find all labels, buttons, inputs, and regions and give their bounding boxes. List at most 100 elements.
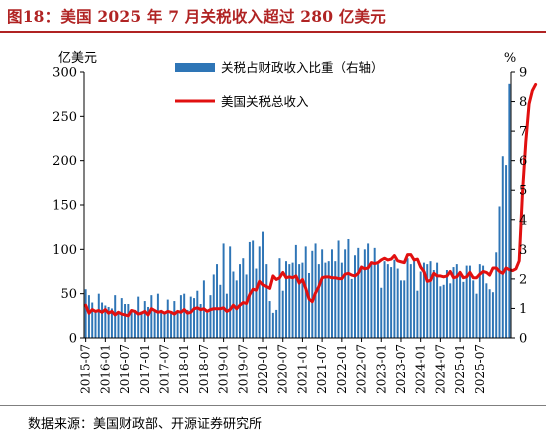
right-axis-unit: %: [504, 51, 516, 66]
bar-111: [449, 283, 452, 338]
bar-60: [281, 290, 284, 338]
bar-59: [278, 258, 281, 338]
bar-49: [245, 274, 248, 338]
bar-7: [107, 306, 110, 338]
bar-32: [189, 296, 192, 338]
bar-116: [465, 265, 468, 338]
bar-17: [140, 311, 143, 338]
x-tick-label: 2015-07: [79, 344, 93, 394]
right-tick-label: 3: [519, 243, 527, 258]
left-axis-unit: 亿美元: [58, 51, 97, 66]
x-tick-label: 2021-01: [295, 344, 309, 394]
bar-9: [114, 295, 117, 338]
bar-26: [170, 312, 173, 338]
bar-123: [488, 289, 491, 338]
bar-128: [505, 165, 508, 338]
right-tick-label: 7: [519, 125, 527, 140]
bar-57: [271, 312, 274, 338]
bar-23: [160, 309, 163, 338]
bar-71: [317, 264, 320, 338]
bar-114: [459, 272, 462, 338]
bar-47: [239, 264, 241, 338]
bar-13: [127, 304, 130, 338]
x-tick-label: 2024-01: [414, 344, 428, 394]
bar-113: [455, 264, 458, 338]
right-tick-label: 6: [519, 154, 527, 169]
bar-99: [409, 264, 412, 338]
title-rule: [0, 31, 546, 33]
x-tick-label: 2024-07: [433, 344, 447, 394]
x-tick-label: 2019-07: [236, 344, 250, 394]
x-tick-label: 2017-07: [157, 344, 171, 394]
bar-37: [206, 312, 209, 338]
bar-29: [179, 295, 182, 338]
bar-64: [294, 244, 297, 338]
right-tick-label: 9: [519, 66, 527, 81]
x-tick-label: 2023-07: [394, 344, 408, 394]
bar-68: [308, 272, 310, 338]
left-tick-label: 300: [52, 66, 77, 81]
x-axis-ticks: 2015-07 2016-01 2016-07 2017-01 2017-07 2018-…: [79, 338, 487, 394]
source-rule: [0, 405, 546, 406]
bar-109: [442, 284, 445, 338]
bar-66: [301, 262, 304, 338]
left-tick-label: 250: [52, 110, 77, 125]
bar-33: [193, 298, 196, 338]
x-tick-label: 2016-01: [98, 344, 112, 394]
bar-79: [344, 249, 347, 338]
bar-52: [255, 268, 258, 338]
bar-101: [416, 290, 419, 338]
x-tick-label: 2018-01: [177, 344, 191, 394]
bar-14: [130, 309, 133, 338]
bar-100: [413, 258, 416, 338]
bar-87: [370, 264, 373, 338]
bar-108: [439, 286, 442, 338]
bar-81: [350, 278, 353, 338]
bar-121: [482, 265, 485, 338]
bar-102: [419, 271, 422, 338]
bar-44: [229, 246, 232, 338]
bar-72: [321, 249, 324, 338]
right-tick-label: 4: [519, 213, 527, 228]
bar-40: [216, 264, 219, 338]
bar-89: [376, 264, 379, 338]
right-tick-label: 0: [519, 332, 527, 347]
bar-3: [94, 311, 97, 338]
bar-92: [386, 264, 389, 338]
bar-125: [495, 252, 498, 338]
bar-6: [104, 305, 107, 338]
bar-53: [258, 246, 261, 338]
legend: 关税占财政收入比重（右轴） 美国关税总收入: [175, 60, 384, 109]
bar-20: [150, 295, 153, 338]
bar-38: [209, 295, 212, 338]
bar-120: [478, 264, 481, 338]
left-tick-label: 150: [52, 199, 77, 214]
left-tick-label: 200: [52, 154, 77, 169]
bar-48: [242, 258, 245, 338]
bar-28: [176, 311, 179, 338]
left-tick-label: 0: [69, 332, 77, 347]
right-tick-label: 2: [519, 272, 527, 287]
bar-25: [166, 299, 169, 338]
bar-107: [436, 262, 439, 338]
x-tick-label: 2022-07: [355, 344, 369, 394]
bar-63: [291, 262, 294, 338]
x-tick-label: 2016-07: [118, 344, 132, 394]
bar-106: [432, 270, 435, 338]
x-tick-label: 2019-01: [217, 344, 231, 394]
bar-27: [173, 301, 176, 338]
bar-34: [196, 290, 199, 338]
bar-19: [147, 306, 150, 338]
right-tick-label: 8: [519, 95, 527, 110]
bar-56: [268, 301, 271, 338]
x-tick-label: 2020-01: [256, 344, 270, 394]
chart-title: 图18：美国 2025 年 7 月关税收入超过 280 亿美元: [7, 7, 386, 26]
x-tick-label: 2025-01: [453, 344, 467, 394]
bar-104: [426, 264, 429, 338]
bar-103: [422, 262, 425, 338]
bar-15: [133, 309, 136, 338]
bar-77: [337, 240, 340, 338]
bar-112: [452, 267, 455, 338]
bar-0: [84, 289, 87, 338]
bar-61: [285, 261, 287, 338]
